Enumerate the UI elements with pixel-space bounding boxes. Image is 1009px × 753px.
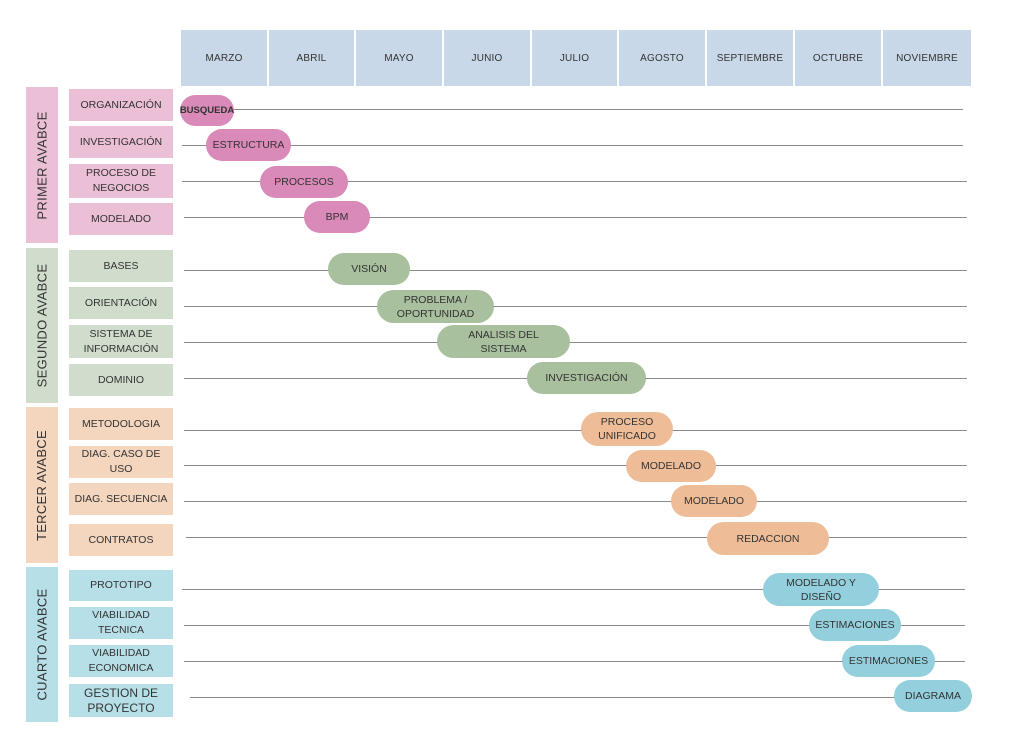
bar-problema-oportunidad: PROBLEMA / OPORTUNIDAD: [377, 290, 494, 323]
bar-redaccion: REDACCION: [707, 522, 829, 555]
task-label: VIABILIDAD ECONOMICA: [69, 645, 173, 677]
timeline-line: [182, 145, 963, 146]
task-label: ORIENTACIÓN: [69, 287, 173, 319]
timeline-line: [182, 589, 965, 590]
task-label: METODOLOGIA: [69, 408, 173, 440]
bar-procesos: PROCESOS: [260, 166, 348, 198]
bar-vision: VISIÓN: [328, 253, 410, 285]
phase-label-1: PRIMER AVABCE: [26, 87, 58, 243]
timeline-line: [184, 661, 965, 662]
month-header-junio: JUNIO: [444, 30, 530, 86]
phase-label-1-text: PRIMER AVABCE: [34, 110, 50, 220]
task-label: PROTOTIPO: [69, 570, 173, 601]
bar-estimaciones: ESTIMACIONES: [842, 645, 935, 677]
timeline-line: [184, 342, 967, 343]
bar-investigacion: INVESTIGACIÓN: [527, 362, 646, 394]
phase-label-4: CUARTO AVABCE: [26, 567, 58, 722]
task-label: PROCESO DE NEGOCIOS: [69, 164, 173, 198]
timeline-line: [184, 217, 967, 218]
task-label: DOMINIO: [69, 364, 173, 396]
month-header-septiembre: SEPTIEMBRE: [707, 30, 793, 86]
bar-busqueda: BUSQUEDA: [180, 95, 234, 126]
timeline-line: [182, 181, 967, 182]
month-header-octubre: OCTUBRE: [795, 30, 881, 86]
month-header-agosto: AGOSTO: [619, 30, 705, 86]
timeline-line: [186, 537, 967, 538]
timeline-line: [184, 501, 967, 502]
month-header-noviembre: NOVIEMBRE: [883, 30, 971, 86]
bar-diagrama: DIAGRAMA: [894, 680, 972, 712]
timeline-line: [184, 625, 965, 626]
phase-label-3-text: TERCER AVABCE: [34, 429, 50, 541]
bar-modelado-y-diseno: MODELADO Y DISEÑO: [763, 573, 879, 606]
task-label: SISTEMA DE INFORMACIÓN: [69, 325, 173, 358]
bar-modelado: MODELADO: [626, 450, 716, 482]
month-header-marzo: MARZO: [181, 30, 267, 86]
month-header-abril: ABRIL: [269, 30, 354, 86]
task-label: DIAG. SECUENCIA: [69, 483, 173, 515]
phase-label-2: SEGUNDO AVABCE: [26, 248, 58, 403]
task-label: DIAG. CASO DE USO: [69, 446, 173, 478]
task-label: INVESTIGACIÓN: [69, 126, 173, 158]
bar-proceso-unificado: PROCESO UNIFICADO: [581, 412, 673, 446]
timeline-line: [182, 109, 963, 110]
task-label: BASES: [69, 250, 173, 282]
phase-label-3: TERCER AVABCE: [26, 407, 58, 563]
task-label: VIABILIDAD TECNICA: [69, 607, 173, 639]
bar-modelado: MODELADO: [671, 485, 757, 517]
month-header-julio: JULIO: [532, 30, 617, 86]
bar-analisis-del-sistema: ANALISIS DEL SISTEMA: [437, 325, 570, 358]
timeline-line: [184, 270, 967, 271]
timeline-line: [190, 697, 967, 698]
phase-label-4-text: CUARTO AVABCE: [34, 588, 50, 701]
task-label: CONTRATOS: [69, 524, 173, 556]
bar-estructura: ESTRUCTURA: [206, 129, 291, 161]
bar-estimaciones: ESTIMACIONES: [809, 609, 901, 641]
timeline-line: [184, 306, 967, 307]
month-header-mayo: MAYO: [356, 30, 442, 86]
phase-label-2-text: SEGUNDO AVABCE: [34, 263, 50, 388]
task-label: ORGANIZACIÓN: [69, 89, 173, 121]
task-label: MODELADO: [69, 203, 173, 235]
timeline-line: [184, 465, 967, 466]
task-label: GESTION DE PROYECTO: [69, 684, 173, 717]
timeline-line: [184, 430, 967, 431]
bar-bpm: BPM: [304, 201, 370, 233]
